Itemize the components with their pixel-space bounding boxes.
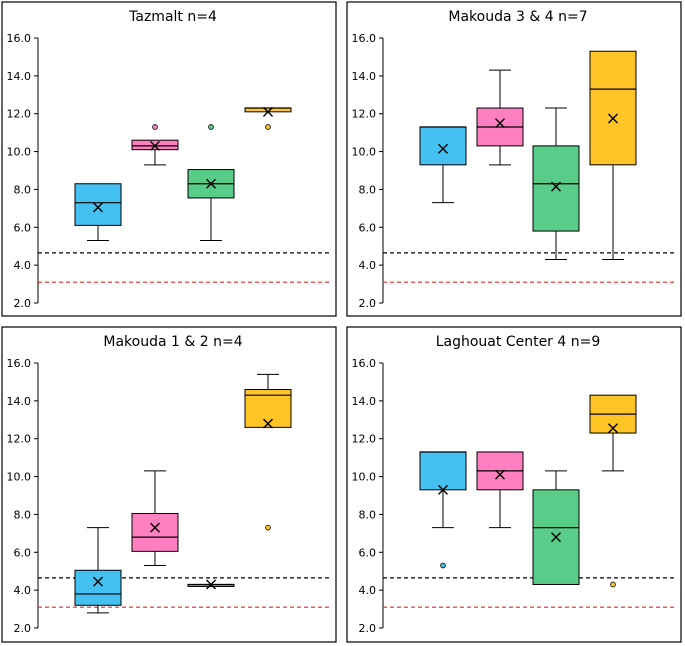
y-tick-label: 4.0 [14, 584, 32, 597]
box-series-4 [244, 106, 292, 130]
box-series-1 [74, 527, 122, 614]
panel-frame [1, 326, 337, 643]
y-tick-label: 14.0 [7, 395, 32, 408]
y-tick-label: 2.0 [359, 297, 377, 310]
panel-title: Laghouat Center 4 n=9 [436, 334, 601, 350]
outlier-point [152, 124, 158, 130]
y-tick-label: 6.0 [359, 546, 377, 559]
box-series-4 [244, 373, 292, 531]
y-tick-label: 14.0 [7, 70, 32, 83]
y-tick-label: 2.0 [14, 622, 32, 635]
mean-marker [206, 579, 216, 590]
box-body [589, 50, 637, 166]
outlier-point [265, 524, 271, 531]
y-tick-label: 6.0 [359, 221, 377, 234]
panel-title: Makouda 1 & 2 n=4 [103, 334, 242, 350]
mean-marker [608, 423, 618, 434]
outlier-point [208, 124, 214, 130]
mean-marker [608, 113, 618, 124]
y-tick-label: 16.0 [352, 357, 377, 370]
box-series-1 [419, 126, 467, 204]
box-series-4 [589, 50, 637, 260]
y-tick-label: 10.0 [7, 471, 32, 484]
mean-marker [150, 140, 160, 151]
box-series-2 [131, 124, 179, 166]
box-body [532, 145, 580, 232]
box-body [244, 389, 292, 428]
mean-marker [551, 532, 561, 543]
box-series-3 [187, 124, 235, 242]
box-series-3 [532, 470, 580, 585]
y-tick-label: 12.0 [7, 108, 32, 121]
box-body [532, 489, 580, 585]
box-series-4 [589, 394, 637, 588]
mean-marker [263, 106, 273, 117]
mean-marker [93, 576, 103, 587]
panel-title: Tazmalt n=4 [128, 9, 217, 25]
box-body [419, 126, 467, 166]
y-tick-label: 16.0 [7, 357, 32, 370]
y-tick-label: 8.0 [359, 183, 377, 196]
y-tick-label: 16.0 [352, 32, 377, 45]
box-series-3 [532, 107, 580, 260]
y-tick-label: 4.0 [14, 259, 32, 272]
box-series-2 [476, 451, 524, 529]
mean-marker [438, 484, 448, 495]
box-series-1 [419, 451, 467, 569]
y-tick-label: 6.0 [14, 221, 32, 234]
panel-frame [1, 1, 337, 317]
panel-makouda-1-2: Makouda 1 & 2 n=4 2.0 4.0 6.0 8.0 10.0 12.0 14.… [1, 326, 337, 643]
panel-tazmalt: Tazmalt n=4 2.0 4.0 6.0 8.0 10.0 12.0 14.0 16.0 [1, 1, 337, 317]
y-tick-label: 10.0 [352, 146, 377, 159]
y-tick-label: 6.0 [14, 546, 32, 559]
box-body [131, 512, 179, 552]
mean-marker [206, 178, 216, 189]
outlier-point [440, 562, 446, 569]
mean-marker [438, 143, 448, 154]
box-series-2 [476, 69, 524, 166]
y-tick-label: 4.0 [359, 584, 377, 597]
y-tick-label: 14.0 [352, 395, 377, 408]
box-body [419, 451, 467, 491]
y-tick-label: 10.0 [7, 146, 32, 159]
panel-title: Makouda 3 & 4 n=7 [448, 9, 587, 25]
box-series-2 [131, 470, 179, 567]
outlier-point [265, 124, 271, 130]
mean-marker [495, 118, 505, 129]
y-tick-label: 10.0 [352, 471, 377, 484]
y-tick-label: 8.0 [359, 508, 377, 521]
y-tick-label: 2.0 [359, 622, 377, 635]
y-tick-label: 8.0 [14, 183, 32, 196]
y-tick-label: 2.0 [14, 297, 32, 310]
box-body [74, 183, 122, 226]
y-tick-label: 16.0 [7, 32, 32, 45]
mean-marker [93, 202, 103, 213]
y-tick-label: 12.0 [7, 433, 32, 446]
panel-laghouat-center-4: Laghouat Center 4 n=9 2.0 4.0 6.0 8.0 10.0 12.… [346, 326, 682, 643]
outlier-point [610, 581, 616, 588]
box-body [74, 569, 122, 606]
y-tick-label: 14.0 [352, 70, 377, 83]
y-tick-label: 12.0 [352, 433, 377, 446]
mean-marker [150, 522, 160, 533]
y-tick-label: 4.0 [359, 259, 377, 272]
panel-makouda-3-4: Makouda 3 & 4 n=7 2.0 4.0 6.0 8.0 10.0 12.0 14.… [346, 1, 682, 317]
mean-marker [495, 469, 505, 480]
box-series-3 [187, 579, 235, 590]
box-series-1 [74, 183, 122, 242]
y-tick-label: 8.0 [14, 508, 32, 521]
mean-marker [551, 181, 561, 192]
y-tick-label: 12.0 [352, 108, 377, 121]
mean-marker [263, 418, 273, 429]
